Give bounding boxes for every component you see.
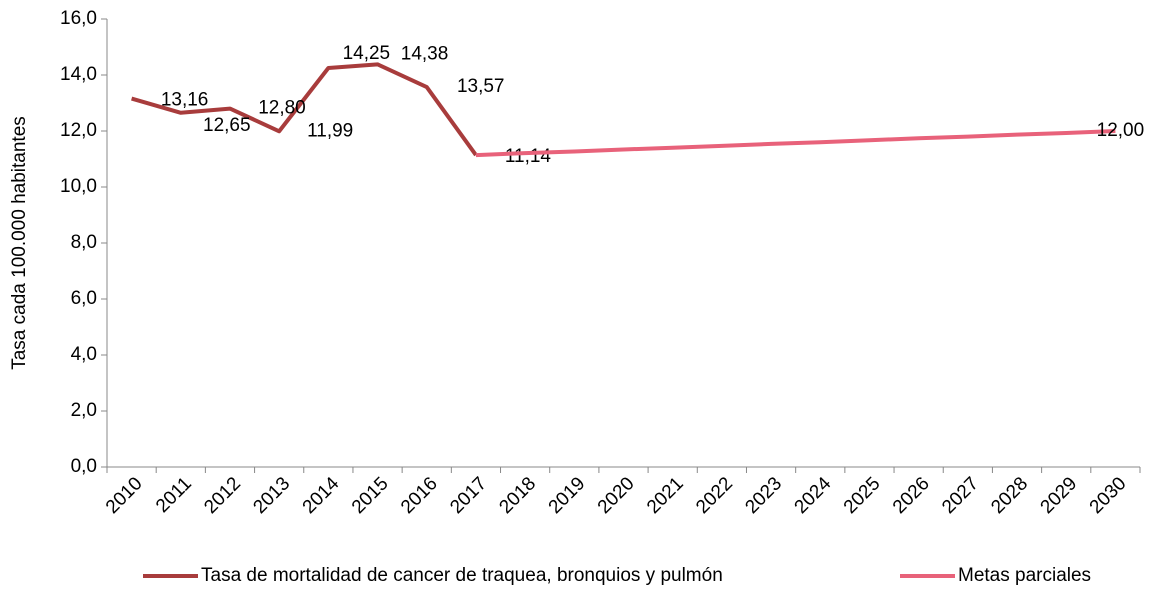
y-tick-label: 8,0: [71, 232, 97, 253]
series-line: [475, 129, 1116, 158]
y-tick-label: 6,0: [71, 288, 97, 309]
data-label: 13,57: [457, 76, 505, 97]
x-tick-label: 2028: [987, 473, 1032, 518]
data-label: 11,99: [307, 120, 353, 141]
x-tick-label: 2026: [889, 473, 934, 518]
x-tick-label: 2015: [348, 473, 393, 518]
legend-label: Tasa de mortalidad de cancer de traquea,…: [201, 565, 723, 586]
x-tick-label: 2030: [1086, 473, 1131, 518]
x-tick-label: 2019: [545, 473, 590, 518]
x-tick-label: 2013: [250, 473, 295, 518]
x-tick-label: 2029: [1037, 473, 1082, 518]
x-tick-label: 2023: [741, 473, 786, 518]
x-tick-label: 2018: [495, 473, 540, 518]
y-tick-label: 2,0: [71, 400, 97, 421]
y-tick-label: 4,0: [71, 344, 97, 365]
data-label: 12,80: [258, 98, 306, 119]
x-tick-label: 2024: [791, 473, 836, 518]
x-tick-label: 2014: [299, 473, 344, 518]
data-label: 13,16: [161, 90, 209, 111]
x-tick-label: 2016: [397, 473, 442, 518]
x-tick-label: 2020: [594, 473, 639, 518]
series-line: [131, 62, 478, 157]
data-label: 12,00: [1097, 120, 1145, 141]
data-label: 11,14: [505, 146, 552, 167]
y-tick-label: 14,0: [60, 64, 97, 85]
x-tick-label: 2021: [643, 473, 688, 518]
x-tick-label: 2025: [840, 473, 885, 518]
y-tick-label: 12,0: [60, 120, 97, 141]
data-label: 14,38: [401, 43, 449, 64]
legend-label: Metas parciales: [958, 565, 1091, 586]
y-tick-label: 0,0: [71, 456, 97, 477]
x-tick-label: 2010: [102, 473, 147, 518]
y-axis-label: Tasa cada 100.000 habitantes: [9, 116, 30, 370]
x-tick-label: 2011: [152, 473, 196, 517]
data-label: 14,25: [343, 43, 391, 64]
x-tick-label: 2012: [200, 473, 245, 518]
x-tick-label: 2022: [692, 473, 737, 518]
y-tick-label: 10,0: [60, 176, 97, 197]
x-tick-label: 2027: [938, 473, 983, 518]
data-label: 12,65: [203, 115, 251, 136]
y-tick-label: 16,0: [60, 8, 97, 29]
x-tick-label: 2017: [446, 473, 491, 518]
